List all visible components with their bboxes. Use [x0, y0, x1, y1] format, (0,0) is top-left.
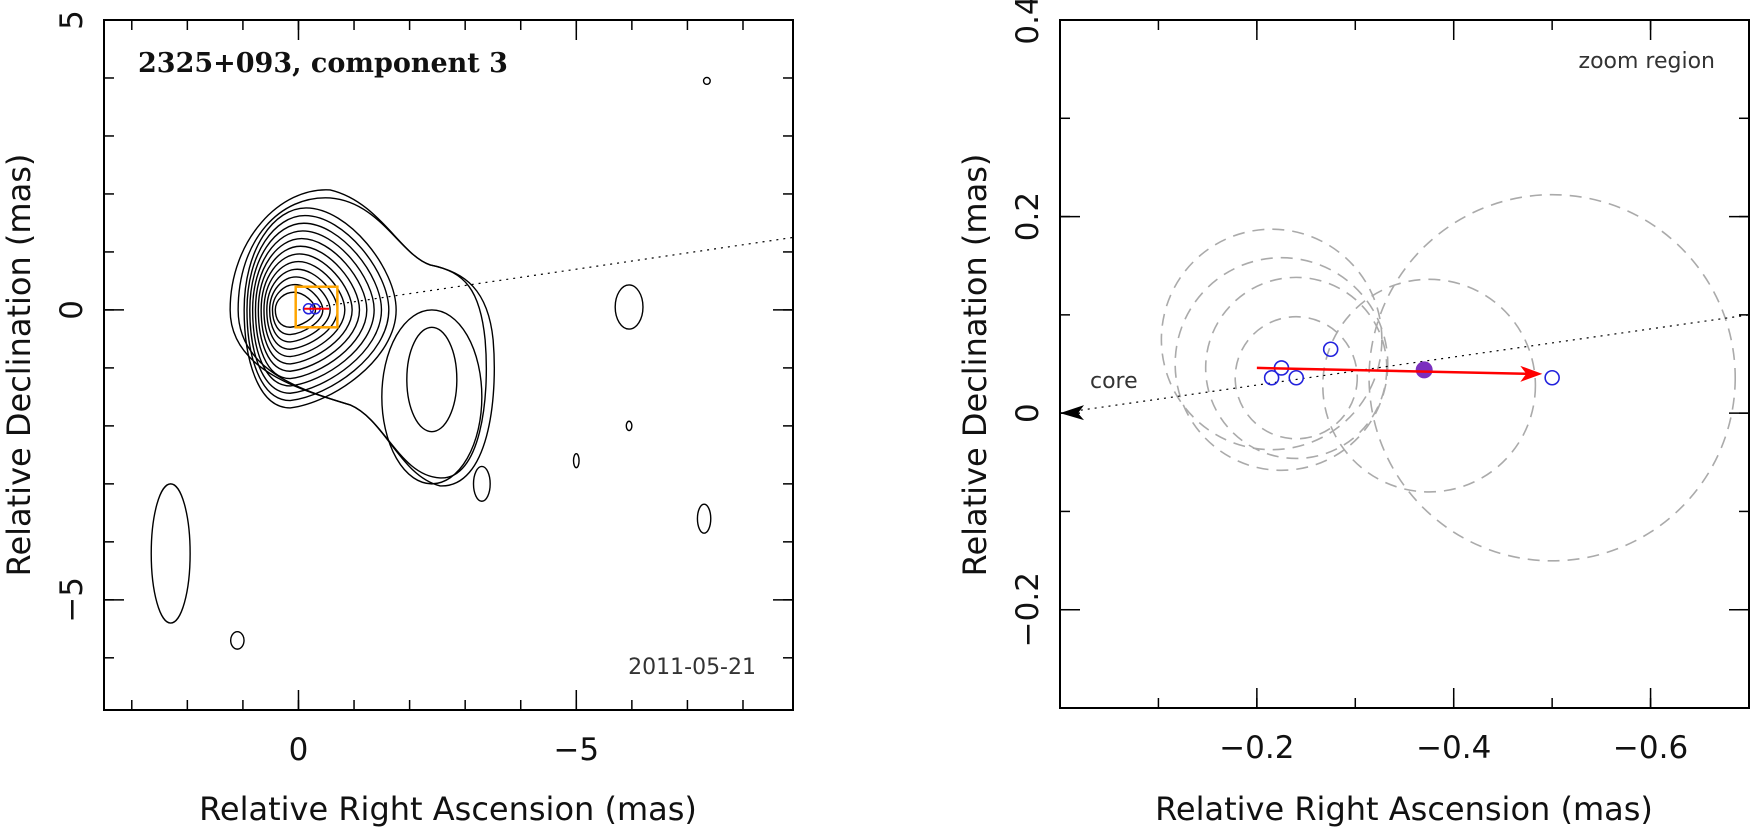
secondary-contour	[406, 326, 458, 433]
motion-vector-arrowhead	[1520, 365, 1543, 382]
outer-contour-level	[229, 189, 495, 487]
zoom-box	[294, 285, 339, 329]
epoch-point	[1544, 369, 1560, 386]
secondary-contour	[381, 309, 483, 485]
main-contour-level	[268, 276, 331, 343]
motion-vector	[1256, 366, 1529, 376]
epoch-point	[1322, 341, 1339, 358]
y-tick-label: −5	[54, 577, 90, 623]
isolated-contour	[229, 631, 245, 650]
epoch-point	[1288, 369, 1305, 386]
uncertainty-circle	[1368, 193, 1737, 562]
main-contour-level	[254, 237, 368, 380]
isolated-contour	[696, 503, 712, 534]
x-tick-label: −0.6	[1613, 730, 1688, 766]
right-x-axis-label: Relative Right Ascension (mas)	[1155, 790, 1653, 828]
x-tick-label: −0.2	[1219, 730, 1294, 766]
isolated-contour	[150, 483, 191, 624]
epoch-point	[1263, 369, 1280, 386]
right-ticks: −0.2 −0.4 −0.6 −0.2 0 0.2 0.4	[1010, 0, 1750, 766]
y-tick-label: 0	[1010, 403, 1046, 423]
isolated-contour	[572, 453, 580, 469]
left-x-axis-label: Relative Right Ascension (mas)	[199, 790, 697, 828]
uncertainty-circle	[1204, 276, 1388, 460]
isolated-contour	[472, 465, 491, 502]
isolated-contour	[702, 76, 711, 86]
main-contour-level	[257, 245, 361, 372]
main-contour-level	[249, 222, 383, 394]
y-tick-label: 0	[54, 300, 90, 320]
isolated-contour	[614, 284, 644, 330]
uncertainty-circle	[1160, 228, 1383, 451]
right-plot-frame	[1059, 19, 1750, 709]
main-contour-level	[263, 260, 346, 358]
left-y-axis-label: Relative Declination (mas)	[0, 154, 38, 577]
zoom-region-label: zoom region	[1579, 49, 1715, 74]
main-contour-level	[260, 253, 353, 365]
current-epoch-point	[1415, 361, 1433, 379]
outer-contour-level	[237, 197, 488, 479]
left-plot-frame	[103, 19, 794, 711]
main-contour-level	[243, 207, 397, 409]
x-tick-label: −0.4	[1416, 730, 1491, 766]
uncertainty-circle	[1234, 315, 1359, 440]
x-tick-label: −5	[553, 732, 599, 768]
y-tick-label: 0.4	[1010, 0, 1046, 45]
main-contour-level	[251, 230, 375, 387]
right-panel: −0.2 −0.4 −0.6 −0.2 0 0.2 0.4 zoom region core…	[956, 0, 1750, 828]
contour-layer	[150, 76, 794, 650]
y-tick-label: 5	[54, 10, 90, 30]
core-label: core	[1090, 369, 1138, 394]
left-chart-title: 2325+093, component 3	[138, 48, 508, 79]
left-panel: 0 −5 −5 0 5 2325+093, component 3 2011-05-21…	[0, 10, 794, 828]
x-tick-label: 0	[289, 732, 309, 768]
y-tick-label: −0.2	[1010, 572, 1046, 647]
right-marks	[1059, 314, 1750, 421]
uncertainty-circle	[1322, 278, 1537, 493]
left-date-label: 2011-05-21	[628, 655, 756, 680]
uncertainty-circles	[1160, 193, 1737, 562]
main-contour-level	[274, 291, 317, 328]
isolated-contour	[625, 420, 633, 432]
main-contour-level	[271, 283, 324, 336]
y-tick-label: 0.2	[1010, 192, 1046, 241]
uncertainty-circle	[1174, 256, 1389, 472]
main-contour-level	[246, 214, 390, 402]
right-y-axis-label: Relative Declination (mas)	[956, 154, 994, 577]
